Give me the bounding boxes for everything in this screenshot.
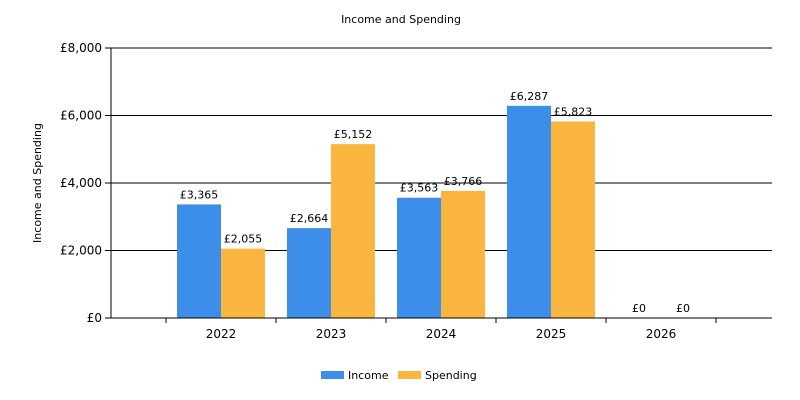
y-tick-label: £0 [87,311,102,325]
y-tick-label: £4,000 [60,176,102,190]
bar-spending [331,144,375,318]
chart-title: Income and Spending [341,13,461,26]
bars [177,105,595,318]
x-tick-label: 2022 [206,327,237,341]
data-label: £3,563 [400,182,439,195]
data-label: £5,152 [334,128,373,141]
data-label: £2,055 [224,233,263,246]
y-tick-label: £6,000 [60,109,102,123]
y-tick-label: £2,000 [60,244,102,258]
x-axis-ticks: 2022 2023 2024 2025 2026 [165,318,717,341]
bar-income [287,228,331,318]
x-tick-label: 2025 [536,327,567,341]
bar-income [397,197,441,318]
y-axis-title: Income and Spending [31,123,44,243]
y-axis-ticks: £0 £2,000 £4,000 £6,000 £8,000 [60,41,111,325]
legend-swatch-spending [398,371,421,379]
bar-spending [551,121,595,318]
data-label: £0 [676,302,690,315]
legend-swatch-income [321,371,344,379]
data-label: £2,664 [290,212,329,225]
legend: Income Spending [321,369,477,382]
x-tick-label: 2024 [426,327,457,341]
data-label: £0 [632,302,646,315]
bar-spending [441,190,485,318]
legend-label-income: Income [348,369,389,382]
data-label: £3,766 [444,175,483,188]
bar-spending [221,248,265,318]
y-tick-label: £8,000 [60,41,102,55]
bar-income [507,105,551,318]
bar-income [177,204,221,318]
data-label: £3,365 [180,188,219,201]
legend-label-spending: Spending [425,369,477,382]
data-label: £6,287 [510,90,549,103]
x-tick-label: 2026 [646,327,677,341]
data-label: £5,823 [554,105,593,118]
x-tick-label: 2023 [316,327,347,341]
data-labels: £3,365 £2,664 £3,563 £6,287 £0 £2,055 £5,152 £3… [180,90,690,315]
